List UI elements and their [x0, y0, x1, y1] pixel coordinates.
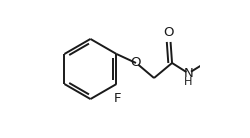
Text: F: F: [114, 92, 122, 105]
Text: N: N: [184, 67, 194, 80]
Text: O: O: [131, 56, 141, 70]
Text: H: H: [184, 77, 193, 87]
Text: O: O: [164, 26, 174, 39]
